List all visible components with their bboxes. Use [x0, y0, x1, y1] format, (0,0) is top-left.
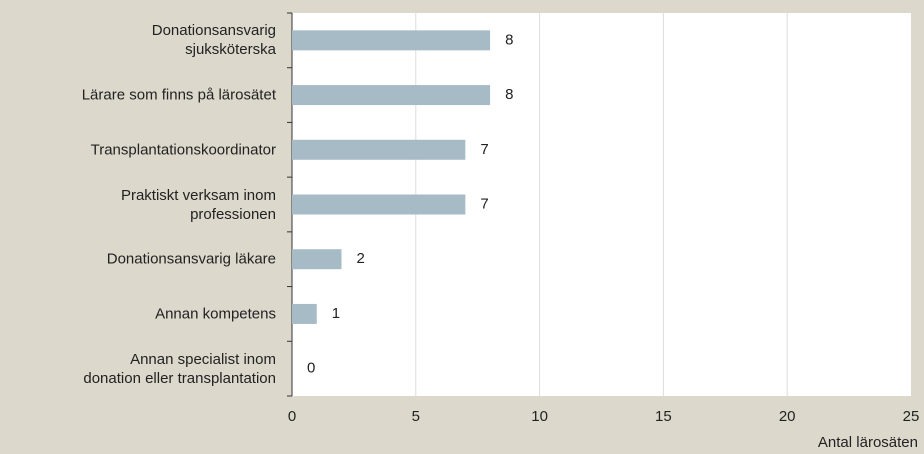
- value-label: 7: [480, 141, 488, 158]
- y-tick-label: Praktiskt verksam inom professionen: [120, 186, 276, 223]
- bar: [292, 303, 317, 324]
- value-label: 0: [307, 360, 315, 377]
- x-tick-label: 15: [655, 408, 672, 425]
- y-tick-label: Donationsansvarig läkare: [106, 250, 276, 268]
- x-tick-label: 25: [903, 408, 920, 425]
- x-tick-label: 10: [531, 408, 548, 425]
- value-label: 8: [505, 31, 513, 48]
- bar: [292, 85, 491, 106]
- x-tick-label: 5: [412, 408, 420, 425]
- value-label: 7: [480, 195, 488, 212]
- y-tick-label: Annan specialist inom donation eller tra…: [83, 350, 276, 387]
- value-label: 1: [332, 305, 340, 322]
- bar: [292, 30, 491, 51]
- x-tick-label: 0: [288, 408, 296, 425]
- y-tick-label: Donationsansvarig sjuksköterska: [151, 22, 276, 59]
- bar: [292, 249, 342, 270]
- value-label: 2: [357, 250, 365, 267]
- y-tick-label: Transplantationskoordinator: [90, 141, 276, 159]
- x-tick-label: 20: [779, 408, 796, 425]
- y-tick-label: Annan kompetens: [155, 305, 276, 323]
- bar: [292, 139, 466, 160]
- bar: [292, 194, 466, 215]
- x-axis-title: Antal lärosäten: [818, 434, 918, 451]
- value-label: 8: [505, 86, 513, 103]
- y-tick-label: Lärare som finns på lärosätet: [81, 86, 276, 104]
